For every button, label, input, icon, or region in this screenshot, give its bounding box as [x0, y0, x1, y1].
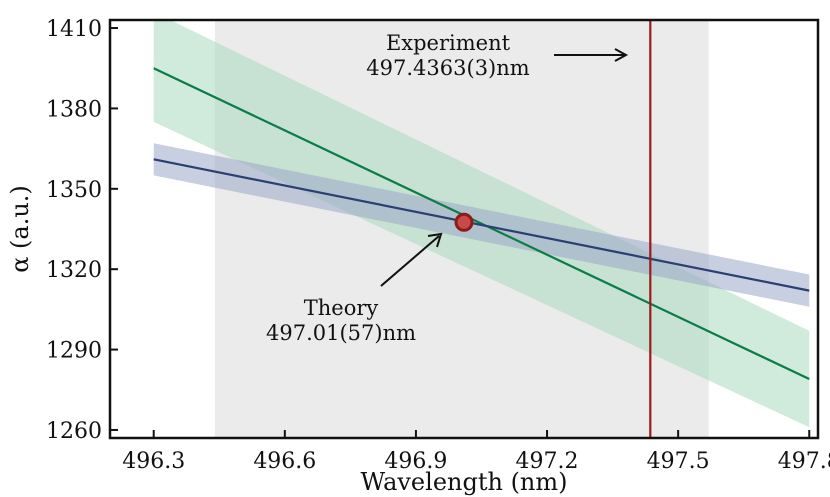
y-tick-label: 1320 — [46, 258, 102, 283]
theory-arrow — [380, 232, 443, 287]
x-tick-label: 497.5 — [647, 449, 710, 474]
x-tick-label: 496.9 — [384, 449, 447, 474]
x-axis-ticks: 496.3 496.6 496.9 497.2 497.5 497.8 — [122, 430, 830, 474]
x-axis-title: Wavelength (nm) — [360, 468, 567, 496]
y-axis-ticks: 1260 1290 1320 1350 1380 1410 — [46, 17, 118, 444]
y-tick-label: 1260 — [46, 419, 102, 444]
theory-marker — [454, 212, 474, 232]
x-tick-label: 497.2 — [516, 449, 579, 474]
y-tick-label: 1290 — [46, 339, 102, 364]
plot-frame — [108, 18, 820, 440]
y-tick-label: 1350 — [46, 178, 102, 203]
x-tick-label: 496.3 — [122, 449, 185, 474]
x-tick-label: 497.8 — [778, 449, 830, 474]
experiment-label: Experiment — [386, 31, 511, 55]
experiment-arrow — [554, 48, 629, 62]
y-tick-label: 1380 — [46, 97, 102, 122]
y-tick-label: 1410 — [46, 17, 102, 42]
x-tick-label: 496.6 — [253, 449, 316, 474]
theory-value: 497.01(57)nm — [266, 321, 416, 345]
green-series-line — [153, 67, 810, 381]
y-axis-title: α (a.u.) — [6, 185, 34, 273]
experiment-value: 497.4363(3)nm — [366, 56, 529, 80]
theory-label: Theory — [304, 296, 379, 320]
blue-series-line — [153, 158, 810, 292]
